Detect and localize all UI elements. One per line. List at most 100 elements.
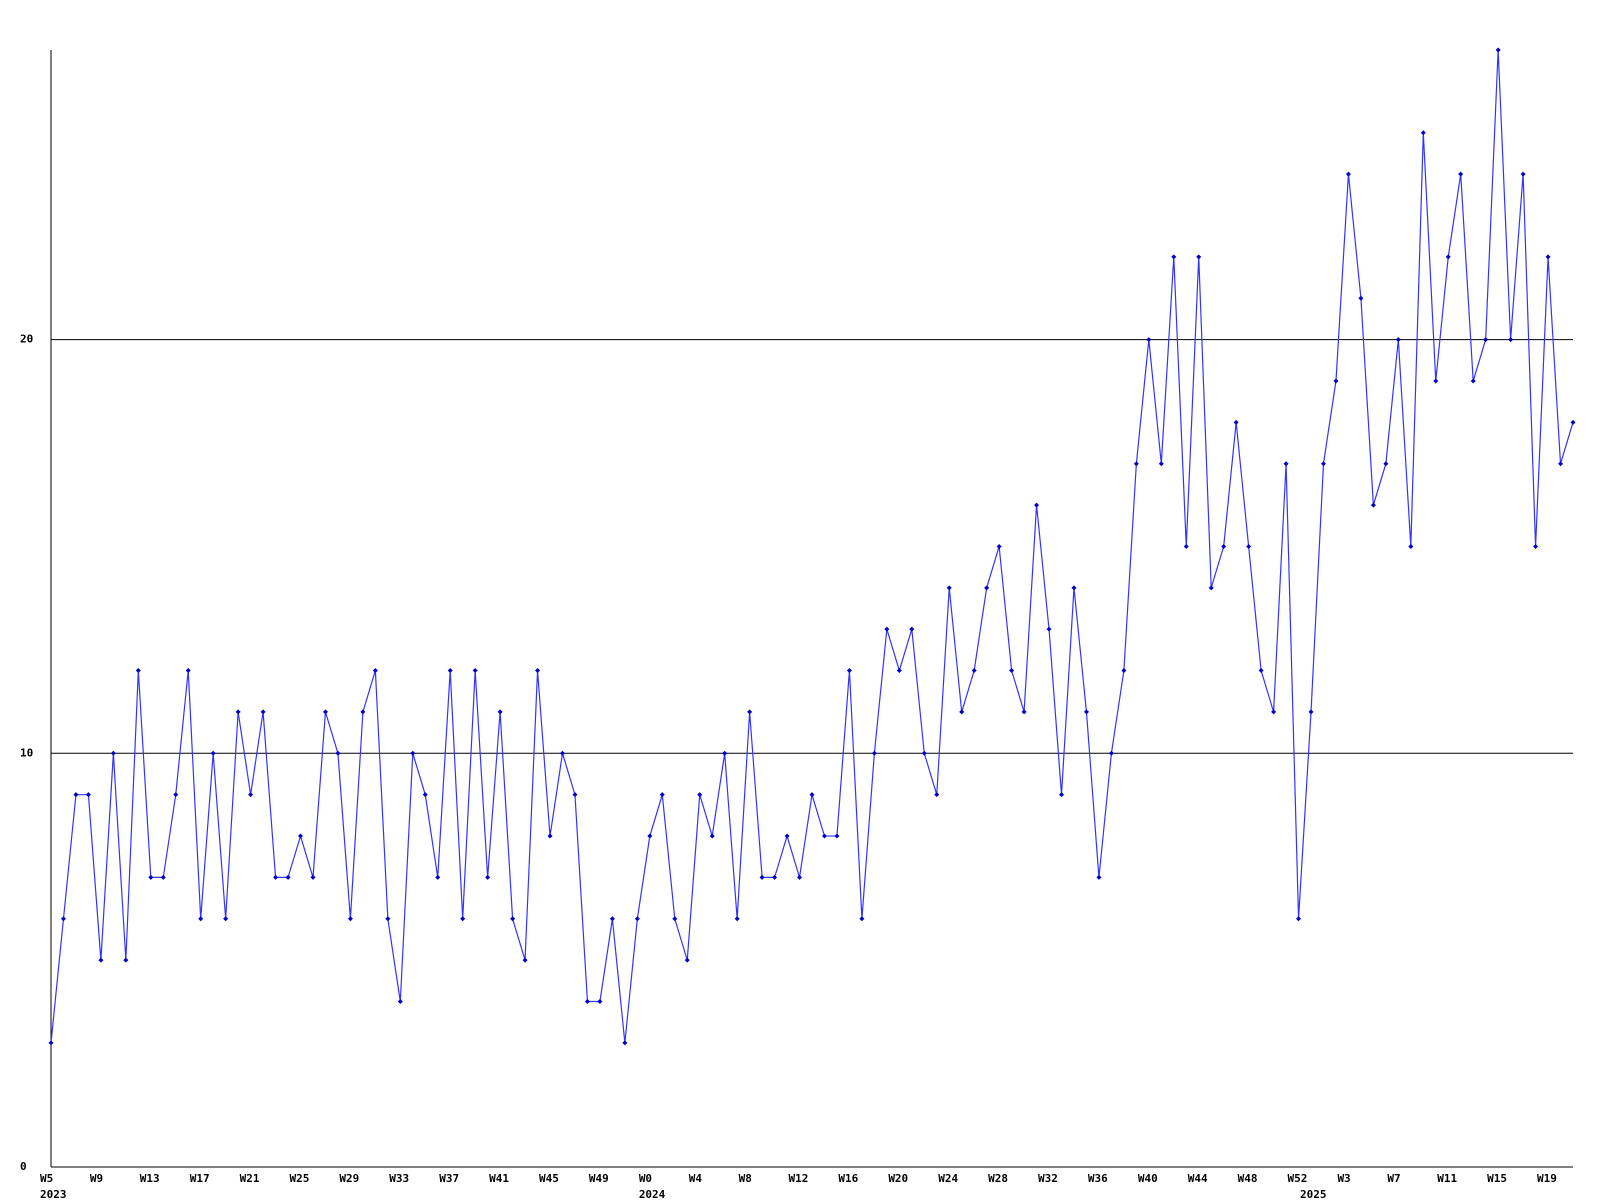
data-point: [1146, 337, 1152, 343]
x-tick-label: W49: [589, 1172, 609, 1185]
data-point: [510, 916, 516, 922]
data-point: [248, 792, 254, 798]
data-point: [722, 750, 728, 756]
data-point: [759, 874, 765, 880]
data-point: [747, 709, 753, 715]
data-point: [1520, 171, 1526, 177]
data-point: [1558, 461, 1564, 467]
x-tick-label: W11: [1437, 1172, 1457, 1185]
data-point: [1333, 378, 1339, 384]
data-point: [971, 668, 977, 674]
data-point: [372, 668, 378, 674]
data-point: [447, 668, 453, 674]
data-point: [684, 957, 690, 963]
data-point: [1021, 709, 1027, 715]
data-point: [672, 916, 678, 922]
data-point: [647, 833, 653, 839]
data-point: [1183, 543, 1189, 549]
x-tick-label: W17: [190, 1172, 210, 1185]
data-point: [1533, 543, 1539, 549]
x-year-label: 2025: [1300, 1188, 1327, 1200]
data-point: [634, 916, 640, 922]
data-point: [148, 874, 154, 880]
data-point: [871, 750, 877, 756]
data-point: [1345, 171, 1351, 177]
data-point: [1096, 874, 1102, 880]
data-point: [1370, 502, 1376, 508]
x-tick-label: W28: [988, 1172, 1008, 1185]
data-point: [821, 833, 827, 839]
data-point: [1495, 47, 1501, 53]
data-point: [1545, 254, 1551, 260]
x-tick-label: W16: [838, 1172, 858, 1185]
x-tick-label: W7: [1387, 1172, 1400, 1185]
data-point: [48, 1040, 54, 1046]
data-point: [1196, 254, 1202, 260]
data-point: [110, 750, 116, 756]
x-tick-label: W21: [240, 1172, 260, 1185]
data-point: [597, 999, 603, 1005]
data-point: [609, 916, 615, 922]
data-point: [1433, 378, 1439, 384]
data-point: [959, 709, 965, 715]
data-point: [285, 874, 291, 880]
data-point: [709, 833, 715, 839]
data-point: [397, 999, 403, 1005]
data-point: [273, 874, 279, 880]
data-point: [60, 916, 66, 922]
x-tick-label: W0: [639, 1172, 652, 1185]
data-point: [859, 916, 865, 922]
x-year-label: 2023: [40, 1188, 67, 1200]
x-tick-label: W19: [1537, 1172, 1557, 1185]
data-point: [1258, 668, 1264, 674]
data-point: [198, 916, 204, 922]
data-point: [547, 833, 553, 839]
x-tick-label: W40: [1138, 1172, 1158, 1185]
data-point: [360, 709, 366, 715]
data-point: [85, 792, 91, 798]
data-point: [797, 874, 803, 880]
data-point: [1458, 171, 1464, 177]
data-point: [298, 833, 304, 839]
y-tick-label: 0: [20, 1160, 27, 1173]
data-point: [535, 668, 541, 674]
x-tick-label: W32: [1038, 1172, 1058, 1185]
data-point: [697, 792, 703, 798]
data-point: [1420, 130, 1426, 136]
data-point: [210, 750, 216, 756]
data-point: [1508, 337, 1514, 343]
data-point: [1408, 543, 1414, 549]
x-tick-label: W41: [489, 1172, 509, 1185]
x-tick-label: W13: [140, 1172, 160, 1185]
data-point: [460, 916, 466, 922]
data-point: [322, 709, 328, 715]
x-tick-label: W9: [90, 1172, 103, 1185]
data-point: [946, 585, 952, 591]
data-point: [734, 916, 740, 922]
x-tick-label: W8: [739, 1172, 752, 1185]
data-point: [260, 709, 266, 715]
data-point: [996, 543, 1002, 549]
data-point: [1470, 378, 1476, 384]
y-tick-label: 10: [20, 746, 33, 759]
data-point: [1171, 254, 1177, 260]
data-point: [1071, 585, 1077, 591]
data-point: [1133, 461, 1139, 467]
data-point: [1059, 792, 1065, 798]
data-point: [622, 1040, 628, 1046]
x-tick-label: W36: [1088, 1172, 1108, 1185]
data-point: [235, 709, 241, 715]
x-tick-label: W44: [1188, 1172, 1208, 1185]
data-point: [1121, 668, 1127, 674]
data-point: [485, 874, 491, 880]
data-point: [1445, 254, 1451, 260]
data-point: [846, 668, 852, 674]
x-tick-label: W25: [290, 1172, 310, 1185]
data-point: [422, 792, 428, 798]
x-tick-label: W20: [888, 1172, 908, 1185]
data-point: [160, 874, 166, 880]
data-point: [472, 668, 478, 674]
data-point: [784, 833, 790, 839]
x-tick-label: W4: [689, 1172, 703, 1185]
